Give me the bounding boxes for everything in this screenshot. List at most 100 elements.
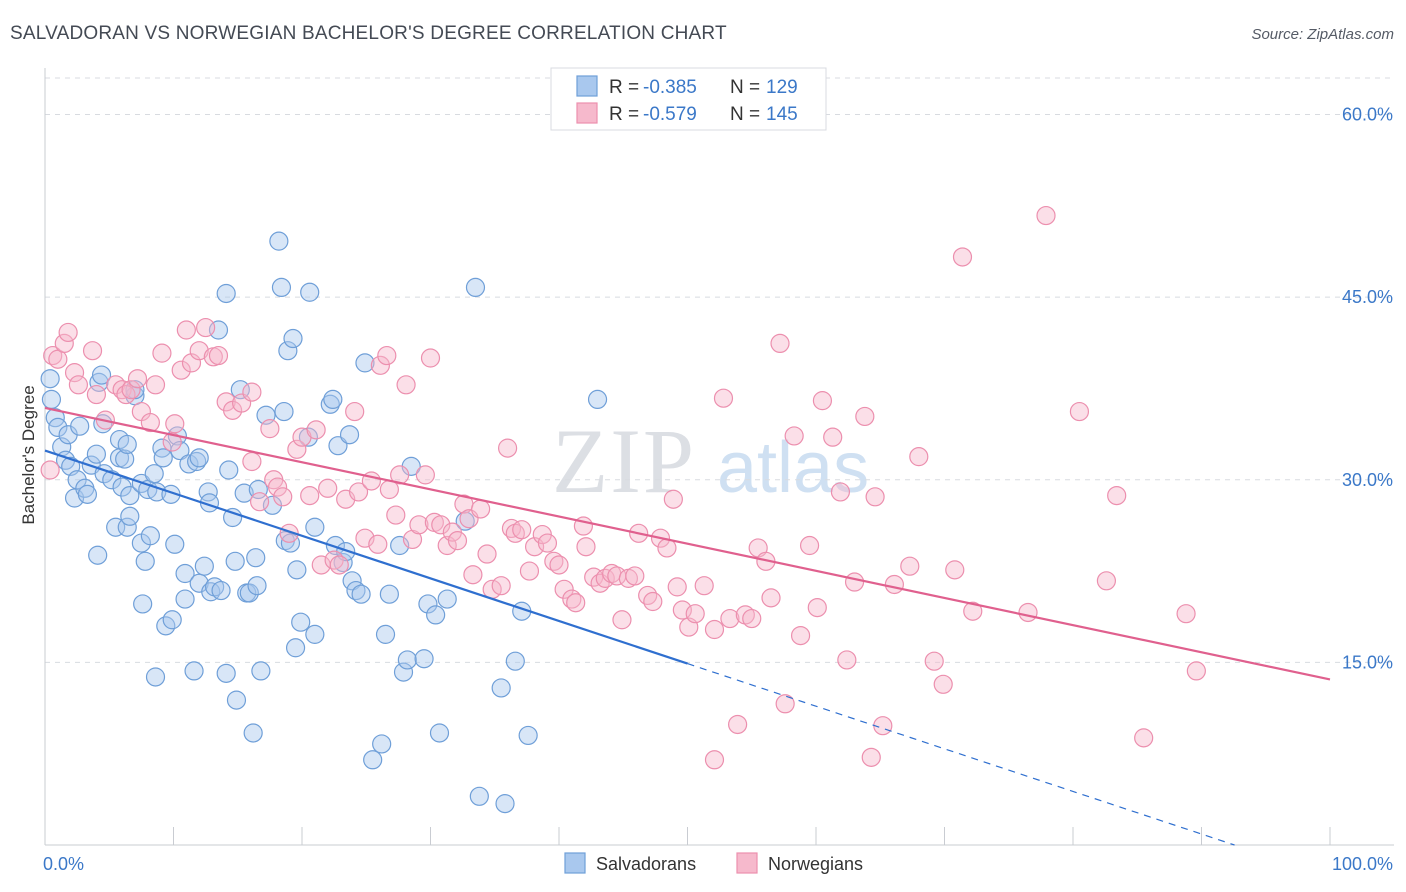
salvadoran-point	[184, 661, 204, 681]
norwegian-point	[43, 345, 63, 366]
norwegian-point	[924, 651, 944, 671]
norwegian-point	[524, 537, 545, 557]
norwegian-point	[1176, 604, 1196, 624]
norwegian-point	[409, 515, 429, 535]
norwegian-point	[735, 605, 755, 625]
norwegian-point	[121, 380, 141, 400]
norwegian-point	[162, 432, 182, 452]
salvadoran-point	[287, 560, 307, 580]
norwegian-point	[171, 360, 191, 380]
salvadoran-point	[86, 444, 107, 464]
salvadoran-point	[414, 649, 434, 669]
salvadoran-point	[393, 662, 414, 682]
salvadoran-point	[115, 449, 135, 469]
salvadoran-point	[469, 786, 489, 806]
norwegian-point	[770, 333, 790, 354]
salvadoran-point	[144, 464, 164, 484]
norwegian-point	[672, 600, 692, 620]
norwegian-point	[667, 577, 687, 597]
salvadoran-trendline	[44, 449, 688, 665]
salvadoran-point	[189, 448, 209, 468]
norwegian-point	[952, 247, 973, 267]
salvadoran-point	[40, 369, 60, 389]
salvadoran-point	[162, 610, 182, 630]
salvadoran-point	[70, 416, 90, 436]
norwegian-point	[1036, 205, 1056, 226]
norwegian-point	[348, 482, 369, 502]
salvadoran-point	[145, 667, 166, 687]
salvadoran-point	[339, 425, 360, 445]
salvadoran-point	[77, 484, 98, 504]
series-legend: Salvadorans Norwegians	[564, 852, 863, 874]
salvadoran-point	[140, 526, 160, 546]
salvadoran-point	[187, 451, 207, 472]
series-legend-norwegian-label: Norwegians	[768, 854, 863, 874]
salvadoran-point	[88, 545, 108, 565]
legend-n-value-1: 129	[766, 77, 798, 98]
legend-n-label-1: N =	[730, 77, 760, 98]
norwegian-point	[963, 601, 983, 621]
norwegian-point	[505, 523, 525, 543]
x-tick-labels: 0.0% 100.0%	[43, 854, 1393, 874]
norwegian-point	[812, 391, 833, 411]
norwegian-point	[196, 317, 216, 338]
norwegian-point	[267, 477, 288, 497]
salvadoran-point	[491, 678, 511, 698]
salvadoran-point	[223, 507, 243, 528]
salvadoran-point	[135, 551, 155, 571]
norwegian-point	[933, 674, 953, 694]
norwegian-point	[761, 588, 781, 608]
norwegian-point	[909, 447, 929, 467]
salvadoran-point	[239, 583, 259, 603]
salvadoran-point	[298, 427, 319, 447]
salvadoran-point	[194, 556, 214, 576]
norwegian-point	[82, 341, 103, 361]
norwegian-point	[447, 531, 468, 551]
salvadoran-point	[355, 353, 375, 373]
salvadoran-point	[64, 488, 85, 508]
norwegian-point	[477, 544, 497, 564]
norwegian-point	[807, 597, 827, 618]
norwegian-point	[1096, 571, 1117, 591]
stats-legend: R = -0.385 N = 129 R = -0.579 N = 145	[550, 67, 827, 131]
salvadoran-point	[91, 365, 112, 385]
x-tick-label-min: 0.0%	[43, 854, 84, 874]
norwegian-point	[242, 451, 262, 472]
norwegian-point	[208, 345, 229, 366]
norwegian-point	[58, 322, 78, 343]
legend-n-label-2: N =	[730, 104, 760, 125]
salvadoran-point	[248, 479, 268, 500]
norwegian-point	[1134, 728, 1154, 748]
salvadoran-point	[225, 551, 245, 571]
x-tick-label-max: 100.0%	[1332, 854, 1393, 874]
axes	[44, 68, 1394, 846]
salvadoran-point	[283, 328, 303, 349]
salvadoran-point	[300, 282, 320, 302]
salvadoran-point	[234, 483, 254, 503]
salvadoran-point	[305, 624, 325, 644]
norwegian-point	[549, 555, 569, 575]
salvadoran-point	[175, 589, 195, 609]
salvadoran-point	[375, 624, 396, 644]
legend-r-label-1: R =	[609, 77, 639, 98]
salvadoran-point	[179, 454, 199, 474]
salvadoran-point	[429, 723, 450, 743]
salvadoran-point	[175, 563, 195, 584]
norwegian-point	[318, 478, 338, 498]
norwegian-point	[386, 505, 406, 525]
norwegian-point	[900, 556, 920, 576]
norwegian-point	[742, 608, 762, 629]
norwegian-point	[420, 348, 441, 368]
norwegian-point	[491, 576, 511, 596]
norwegian-point	[865, 487, 885, 507]
chart-source: Source: ZipAtlas.com	[1251, 26, 1394, 43]
norwegian-point	[855, 406, 875, 427]
salvadoran-trendline-extension	[687, 663, 1235, 846]
norwegian-point	[40, 460, 60, 480]
salvadoran-swatch	[576, 75, 598, 97]
legend-r-label-2: R =	[609, 104, 639, 125]
salvadoran-point	[323, 389, 343, 410]
salvadoran-point	[426, 605, 446, 625]
norwegian-point	[643, 591, 663, 612]
